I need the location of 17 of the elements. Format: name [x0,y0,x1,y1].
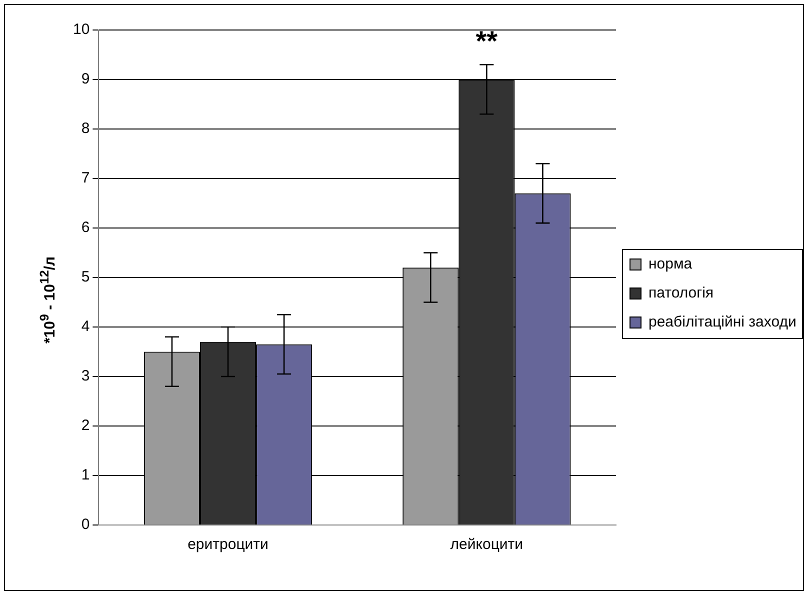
annotation: ** [476,25,498,56]
y-tick-label: 10 [72,21,90,38]
y-tick-label: 0 [81,516,90,534]
legend-label: патологія [648,284,714,302]
x-tick-label: лейкоцити [450,536,524,554]
y-tick-label: 1 [81,466,90,484]
y-tick-label: 5 [81,268,90,286]
y-tick-label: 8 [81,120,90,138]
legend-label: норма [648,256,693,273]
y-tick-label: 3 [81,368,90,385]
y-tick-label: 4 [81,318,90,336]
legend-label: реабілітаційні заходи [648,314,796,331]
x-tick-label: еритроцити [188,536,268,554]
y-tick-label: 9 [81,70,90,88]
y-tick-label: 2 [81,417,90,434]
y-tick-label: 7 [81,170,90,187]
y-tick-label: 6 [81,219,90,236]
